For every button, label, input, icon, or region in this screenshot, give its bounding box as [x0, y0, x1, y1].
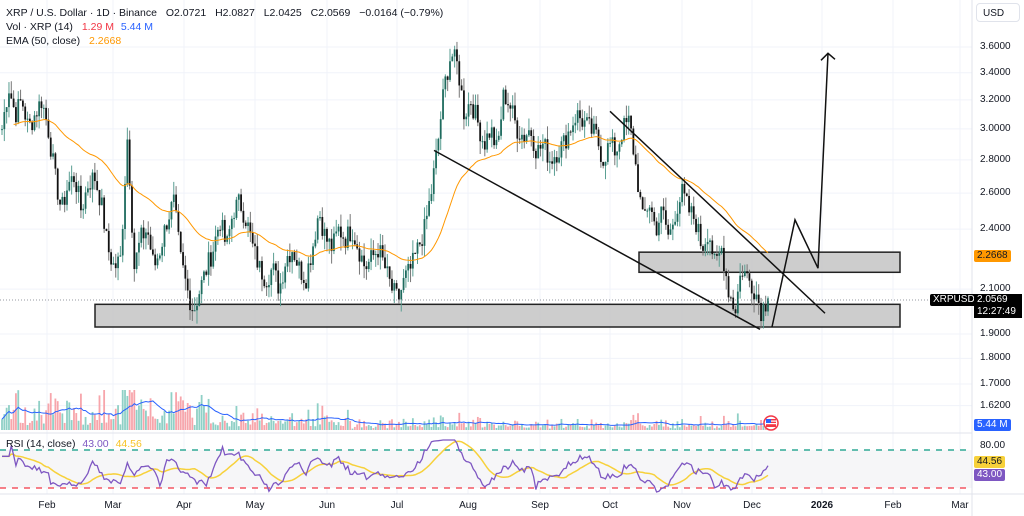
price-tick-label: 1.6200 [980, 399, 1011, 411]
volume-ma-line [1, 400, 769, 426]
resistance-zone[interactable] [638, 251, 901, 274]
rsi-ma-line [2, 440, 769, 486]
open-value: O2.0721 [165, 7, 207, 19]
rsi-band [0, 450, 972, 488]
time-tick-label: Feb [38, 500, 56, 511]
volume-legend-row: Vol · XRP (14) 1.29 M 5.44 M [6, 20, 443, 34]
projection-arrow[interactable] [771, 53, 829, 328]
chart-legend: XRP / U.S. Dollar · 1D · Binance O2.0721… [6, 6, 443, 48]
volume-ma-tag: 5.44 M [974, 419, 1011, 431]
currency-button[interactable]: USD [976, 3, 1020, 22]
support-resistance-zones[interactable] [94, 251, 901, 328]
ema-legend-row: EMA (50, close) 2.2668 [6, 34, 443, 48]
symbol-ohlc-row: XRP / U.S. Dollar · 1D · Binance O2.0721… [6, 6, 443, 20]
time-tick-label: 2026 [810, 500, 834, 511]
price-tick-label: 2.4000 [980, 223, 1011, 235]
rsi-label: RSI (14, close) [6, 438, 76, 450]
change-value: −0.0164 (−0.79%) [359, 7, 444, 19]
symbol-title: XRP / U.S. Dollar · 1D · Binance [6, 7, 157, 19]
symbol-tag: XRPUSD [930, 294, 978, 306]
high-value: H2.0827 [215, 7, 255, 19]
rsi-ma-value: 44.56 [115, 438, 142, 450]
price-tick-label: 3.4000 [980, 66, 1011, 78]
time-tick-label: Jul [390, 500, 404, 511]
trendline[interactable] [609, 110, 826, 314]
price-tick-label: 2.8000 [980, 153, 1011, 165]
price-tick-label: 2.6000 [980, 187, 1011, 199]
rsi-value-tag: 43.00 [974, 469, 1006, 481]
price-tick-label: 1.7000 [980, 377, 1011, 389]
ema-label: EMA (50, close) [6, 35, 81, 47]
candlesticks [1, 41, 769, 329]
countdown-timer: 12:27:49 [977, 306, 1016, 317]
time-tick-label: Apr [176, 500, 192, 511]
ema-price-tag: 2.2668 [974, 250, 1011, 262]
price-tick-label: 3.0000 [980, 122, 1011, 134]
drawings[interactable] [433, 52, 836, 330]
rsi-ma-tag: 44.56 [974, 456, 1006, 468]
volume-value: 1.29 M [81, 21, 114, 33]
support-zone[interactable] [94, 303, 901, 328]
time-tick-label: Mar [951, 500, 969, 511]
trendline[interactable] [433, 149, 761, 330]
time-tick-label: Aug [459, 500, 477, 511]
time-tick-label: Mar [104, 500, 122, 511]
volume-label: Vol · XRP (14) [6, 21, 73, 33]
time-tick-label: Oct [602, 500, 618, 511]
time-tick-label: Nov [673, 500, 691, 511]
time-tick-label: May [245, 500, 265, 511]
us-flag-event-icon[interactable] [763, 415, 779, 431]
close-value: C2.0569 [310, 7, 351, 19]
time-tick-label: Jun [318, 500, 336, 511]
arrow-head-icon [820, 52, 836, 61]
ema-line [13, 119, 769, 261]
low-value: L2.0425 [263, 7, 302, 19]
rsi-value: 43.00 [82, 438, 109, 450]
volume-bars [1, 390, 769, 430]
time-tick-label: Dec [743, 500, 761, 511]
last-price-box: 2.0569 12:27:49 [974, 294, 1022, 318]
rsi-legend: RSI (14, close) 43.00 44.56 [6, 438, 142, 450]
price-tick-label: 1.8000 [980, 352, 1011, 364]
grid-lines [0, 0, 972, 494]
time-tick-label: Sep [531, 500, 549, 511]
time-tick-label: Feb [884, 500, 902, 511]
volume-ma-value: 5.44 M [120, 21, 153, 33]
price-tick-label: 2.1000 [980, 283, 1011, 295]
price-tick-label: 3.2000 [980, 93, 1011, 105]
rsi-line [2, 439, 769, 493]
price-tick-label: 3.6000 [980, 41, 1011, 53]
price-tick-label: 1.9000 [980, 328, 1011, 340]
last-price-tag: 2.0569 [977, 294, 1008, 305]
rsi-upper-level-label: 80.00 [980, 440, 1006, 451]
ema-value: 2.2668 [89, 35, 122, 47]
